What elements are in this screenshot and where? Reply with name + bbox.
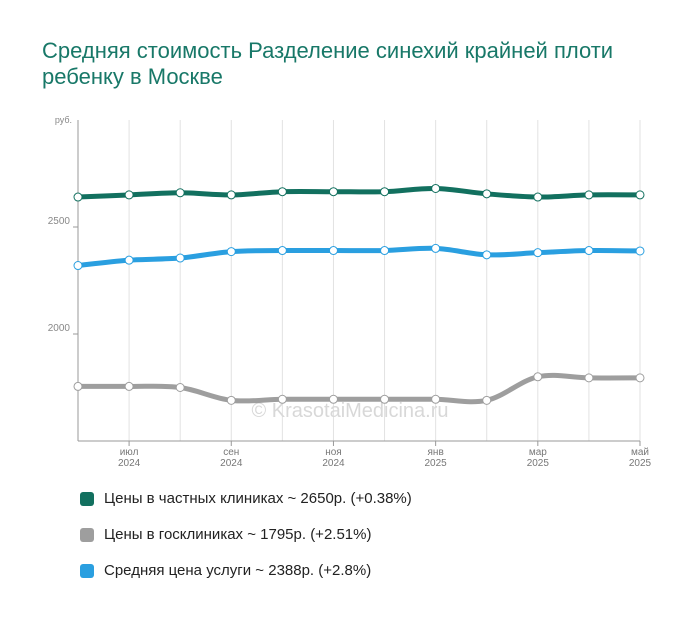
data-point [584,190,594,200]
data-point [584,373,594,383]
data-point [277,394,287,404]
data-point [124,190,134,200]
data-point [431,394,441,404]
legend-swatch [80,491,94,506]
y-unit: руб. [55,115,72,125]
data-point [328,394,338,404]
watermark: © KrasotaiMedicina.ru [251,400,448,422]
data-point [533,372,543,382]
x-tick-label: май 2025 [628,447,652,469]
data-point [533,192,543,202]
data-point [431,183,441,193]
data-point [431,243,441,253]
data-point [328,246,338,256]
legend-item[interactable]: Средняя цена услуги ~ 2388р. (+2.8%) [80,562,371,579]
legend-swatch [80,563,94,578]
legend-label: Цены в госклиниках ~ 1795р. (+2.51%) [104,526,372,543]
x-tick-label: июл 2024 [117,447,141,469]
data-point [328,187,338,197]
data-point [482,395,492,405]
data-point [226,190,236,200]
data-point [380,394,390,404]
series-line [77,185,641,200]
legend-item[interactable]: Цены в частных клиниках ~ 2650р. (+0.38%… [80,490,412,507]
y-tick-label: 2000 [48,323,71,334]
data-point [635,373,645,383]
data-point [226,247,236,257]
legend-swatch [80,527,94,542]
data-point [175,188,185,198]
legend-item[interactable]: Цены в госклиниках ~ 1795р. (+2.51%) [80,526,371,543]
data-point [380,246,390,256]
data-point [175,253,185,263]
x-tick-label: мар 2025 [526,447,549,469]
data-point [584,246,594,256]
series-line [77,245,641,269]
data-point [380,187,390,197]
data-point [73,192,83,202]
chart-title: Средняя стоимость Разделение синехий кра… [42,38,614,89]
data-point [277,246,287,256]
data-point [635,246,645,256]
data-point [482,189,492,199]
data-point [226,395,236,405]
data-point [635,190,645,200]
data-point [124,255,134,265]
data-point [73,261,83,271]
data-point [482,250,492,260]
data-point [73,381,83,391]
x-tick-label: сен 2024 [220,447,243,469]
x-tick-label: янв 2025 [424,447,447,469]
data-point [175,383,185,392]
legend-label: Средняя цена услуги ~ 2388р. (+2.8%) [104,562,372,579]
x-tick-label: ноя 2024 [322,447,345,469]
series-line [77,372,641,405]
data-point [124,381,134,391]
data-point [277,187,287,197]
data-point [533,248,543,258]
y-tick-label: 2500 [48,216,71,227]
legend-label: Цены в частных клиниках ~ 2650р. (+0.38%… [104,490,412,507]
